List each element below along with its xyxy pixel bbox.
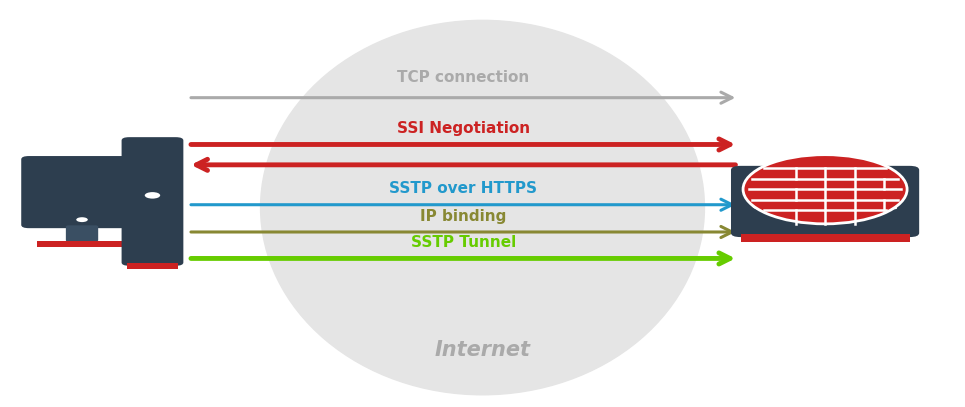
FancyBboxPatch shape (731, 166, 919, 237)
FancyBboxPatch shape (66, 225, 98, 241)
Circle shape (778, 199, 805, 210)
Bar (127, 263, 178, 269)
Bar (37, 241, 127, 247)
Circle shape (751, 199, 778, 210)
Circle shape (145, 192, 160, 199)
FancyBboxPatch shape (871, 199, 896, 209)
FancyBboxPatch shape (122, 137, 183, 266)
FancyBboxPatch shape (21, 156, 143, 228)
Text: SSI Negotiation: SSI Negotiation (397, 121, 530, 136)
Ellipse shape (261, 20, 704, 395)
Text: SSTP Tunnel: SSTP Tunnel (410, 236, 516, 250)
FancyBboxPatch shape (843, 199, 869, 209)
FancyBboxPatch shape (816, 199, 841, 209)
Text: IP binding: IP binding (420, 209, 507, 224)
Bar (740, 234, 909, 242)
Text: TCP connection: TCP connection (397, 70, 530, 85)
Text: SSTP over HTTPS: SSTP over HTTPS (389, 181, 538, 195)
Circle shape (76, 217, 88, 222)
Text: Internet: Internet (434, 340, 531, 360)
Circle shape (743, 155, 907, 224)
Circle shape (805, 199, 832, 210)
